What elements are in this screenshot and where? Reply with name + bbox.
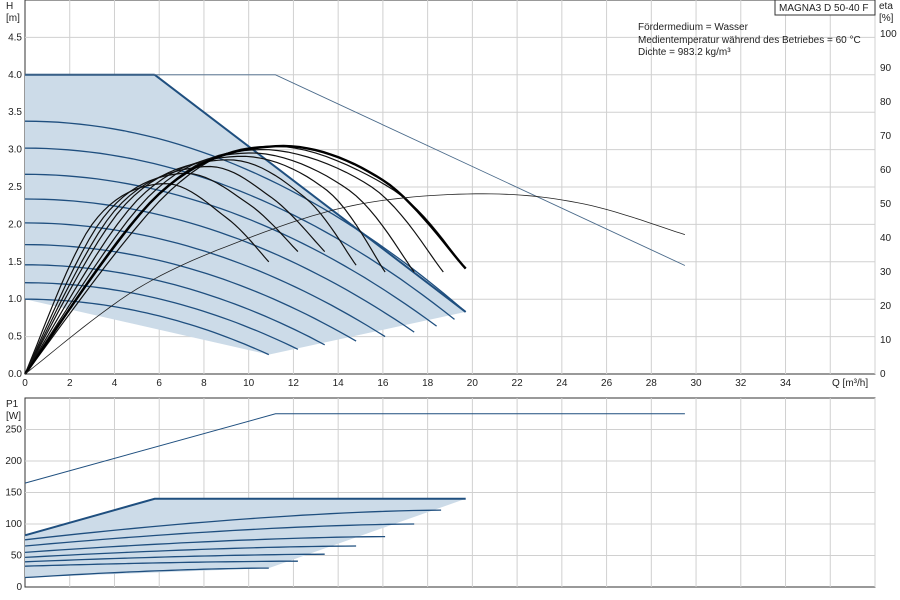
x-tick-label: 14 [333,378,345,389]
head-curve [24,198,415,333]
x-tick-label: 22 [512,378,524,389]
p1-tick-label: 200 [5,456,22,467]
head-efficiency-plot: 0 2 4 6 8 10 12 14 16 18 20 22 24 26 28 30 32 340.00.51.0… [6,0,897,389]
medium-info: Fördermedium = Wasser [638,22,749,33]
x-axis-label: Q [m³/h] [832,378,868,389]
eta-tick-label: 10 [880,335,892,346]
p1-tick-label: 0 [16,582,22,593]
h-tick-label: 1.0 [8,294,22,305]
x-tick-label: 0 [22,378,28,389]
eta-axis-unit: [%] [879,13,894,24]
p1-tick-label: 250 [5,425,22,436]
eta-curve [24,172,299,375]
head-curve [24,120,467,313]
h-axis-unit: [m] [6,13,20,24]
eta-axis-label: eta [879,1,893,12]
power-curve [24,567,269,579]
x-tick-label: 26 [601,378,613,389]
temperature-info: Medientemperatur während des Betriebes =… [638,35,861,46]
head-curves [24,74,686,356]
x-tick-label: 28 [646,378,658,389]
head-curve [24,282,299,350]
x-tick-label: 10 [243,378,255,389]
h-tick-label: 1.5 [8,257,22,268]
h-tick-label: 2.5 [8,182,22,193]
eta-tick-label: 70 [880,131,892,142]
p1-tick-label: 150 [5,488,22,499]
head-curve [24,147,455,320]
model-box [774,0,876,16]
eta-curve [24,159,357,375]
head-curve [24,173,437,327]
eta-curve [24,155,386,375]
max-power-thin-line [24,413,685,484]
eta-curve-max [24,144,467,375]
eta-tick-label: 40 [880,233,892,244]
eta-tick-label: 30 [880,267,892,278]
x-tick-label: 4 [112,378,118,389]
h-axis-label: H [6,1,13,12]
model-label: MAGNA3 D 50-40 F [779,3,868,14]
power-axis-ticks: 0 50 100 150 200 250 [5,425,22,594]
head-curve [24,222,386,338]
x-tick-label: 18 [422,378,434,389]
h-tick-label: 4.0 [8,70,22,81]
power-curve [24,545,357,559]
x-tick-label: 8 [201,378,207,389]
p1-axis-label: P1 [6,399,19,410]
eta-tick-label: 100 [880,29,897,40]
x-tick-label: 30 [690,378,702,389]
h-tick-label: 0.5 [8,332,22,343]
max-power-boundary [154,74,467,313]
power-plot: 0 50 100 150 200 250 P1 [W] [5,397,876,594]
x-tick-label: 16 [377,378,389,389]
eta-curves [24,144,686,375]
p1-tick-label: 100 [5,519,22,530]
eta-tick-label: 20 [880,301,892,312]
power-curve [24,553,325,563]
operating-area-fill [25,74,466,355]
power-curves [24,413,685,579]
operating-area [25,73,467,355]
density-info: Dichte = 983.2 kg/m³ [638,47,731,58]
head-grid [25,0,876,374]
h-tick-label: 3.0 [8,145,22,156]
x-tick-label: 34 [780,378,792,389]
max-head-thin-line [25,74,686,266]
x-tick-label: 32 [735,378,747,389]
eta-tick-label: 90 [880,63,892,74]
h-tick-label: 4.5 [8,32,22,43]
eta-tick-label: 0 [880,369,886,380]
x-tick-label: 12 [288,378,300,389]
p1-tick-label: 50 [11,551,23,562]
power-curve [24,497,466,537]
h-tick-label: 0.0 [8,369,22,380]
x-tick-label: 24 [556,378,568,389]
eta-tick-label: 80 [880,97,892,108]
eta-curve [24,152,415,375]
power-curve [24,509,442,541]
x-tick-label: 2 [67,378,73,389]
power-curve [24,535,386,554]
head-curve [25,298,270,356]
power-curve [24,523,415,547]
head-curve [24,243,357,342]
head-axis-ticks: 0 2 4 6 8 10 12 14 16 18 20 22 24 26 28 30 32 340.00.51.0… [8,29,897,389]
eta-tick-label: 50 [880,199,892,210]
x-tick-label: 6 [156,378,162,389]
eta-curve [24,165,326,375]
x-tick-label: 20 [467,378,479,389]
p1-axis-unit: [W] [6,411,21,422]
h-tick-label: 3.5 [8,107,22,118]
h-tick-label: 2.0 [8,219,22,230]
eta-overall-curve [24,193,686,375]
eta-tick-label: 60 [880,165,892,176]
power-curve [24,560,298,567]
